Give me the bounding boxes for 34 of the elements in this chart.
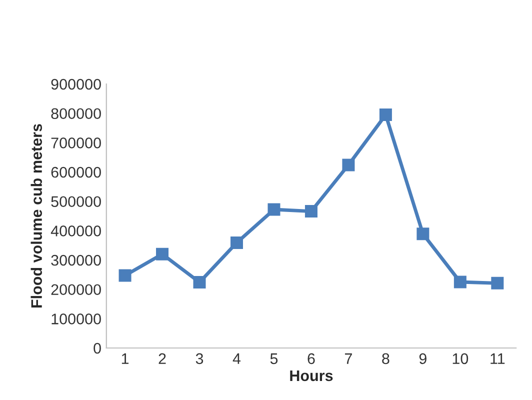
point [118, 269, 132, 282]
y-tick-label: 600000 [51, 166, 101, 178]
y-tick-label: 700000 [51, 138, 101, 148]
y-tick-label: 300000 [51, 254, 101, 266]
y-tick-label: 100000 [52, 314, 101, 324]
x-tick-label: 4 [232, 353, 241, 364]
point [304, 205, 318, 218]
x-tick-label: 7 [344, 353, 352, 364]
x-tick-label: 2 [158, 353, 166, 364]
point [379, 108, 392, 122]
point [268, 203, 280, 216]
point [230, 236, 243, 249]
point [416, 228, 430, 240]
x-tick-label: 10 [452, 353, 468, 364]
y-tick-label: 500000 [51, 196, 101, 208]
point [491, 276, 504, 290]
x-tick-label: 6 [308, 353, 315, 364]
x-tick-label: 11 [490, 353, 505, 364]
y-tick-label: 200000 [51, 284, 101, 296]
x-tick-label: 1 [122, 353, 129, 364]
point [156, 248, 169, 260]
point [342, 158, 355, 172]
point [193, 276, 206, 289]
y-tick-label: 900000 [51, 78, 101, 90]
y-tick-label: 400000 [50, 226, 101, 236]
y-tick-label: 800000 [51, 108, 101, 120]
point [454, 276, 466, 288]
y-axis-title: Flood volume cub meters [30, 124, 42, 308]
x-axis-title: Hours [290, 370, 333, 382]
y-tick-label: 0 [94, 342, 101, 354]
x-tick-label: 8 [382, 353, 390, 364]
x-tick-label: 5 [270, 353, 278, 364]
x-tick-label: 9 [419, 353, 426, 364]
x-tick-label: 3 [196, 353, 204, 364]
